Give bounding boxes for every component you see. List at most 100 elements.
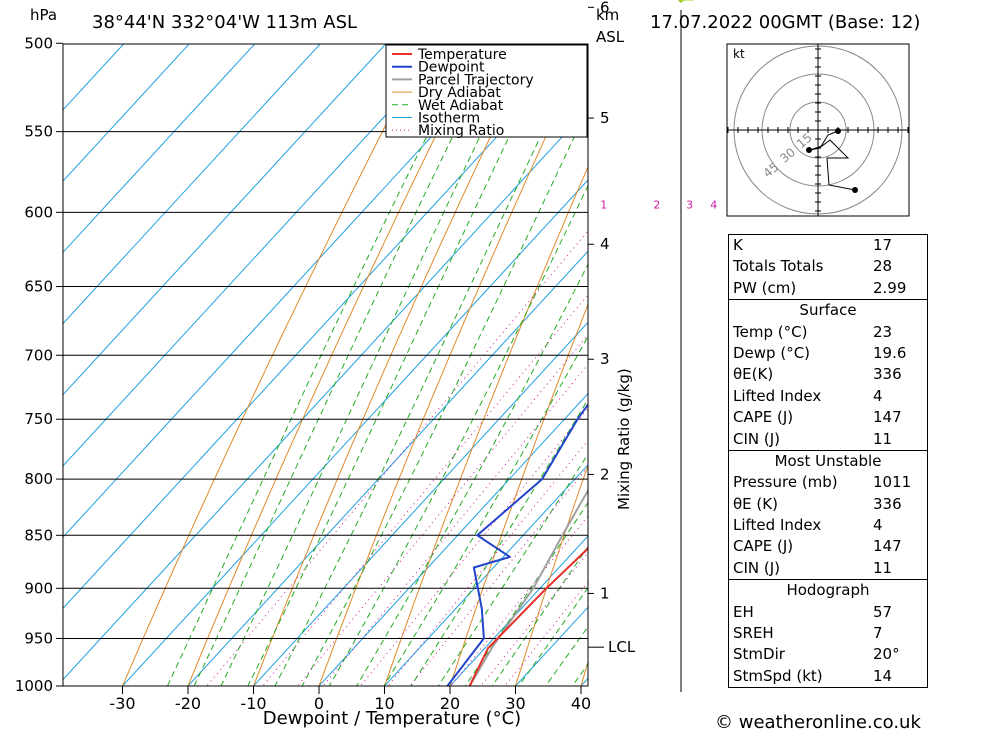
- dewpoint-line: [446, 402, 588, 686]
- row-value: 147: [873, 408, 902, 427]
- temperature-tick-label: -20: [175, 694, 201, 713]
- pressure-tick-label: 550: [24, 123, 53, 141]
- row-label: StmDir: [733, 645, 785, 664]
- legend-label: Mixing Ratio: [418, 123, 504, 139]
- row-label: K: [733, 236, 743, 254]
- most-unstable-row: θE (K) 336: [729, 494, 927, 515]
- row-value: 7: [873, 624, 883, 643]
- hodograph-table-row: SREH 7: [729, 623, 927, 644]
- km-tick-label: 3: [600, 350, 610, 368]
- legend-label: Isotherm: [418, 111, 480, 127]
- parcel-trajectory-line: [468, 488, 588, 686]
- km-axis: 1234567LCL: [588, 0, 636, 656]
- row-label: CAPE (J): [733, 408, 794, 427]
- isotherm-line: [383, 464, 588, 686]
- pressure-tick-label: 500: [24, 34, 53, 52]
- row-value: 28: [873, 257, 893, 276]
- surface-row: θE(K) 336: [729, 364, 927, 385]
- dry-adiabat-line: [449, 303, 588, 686]
- indices-table: K 17 Totals Totals 28 PW (cm) 2.99 Surface Te…: [728, 234, 928, 689]
- location-title: 38°44'N 332°04'W 113m ASL: [92, 12, 357, 33]
- dry-adiabat-line: [252, 44, 536, 686]
- hodograph-table-row: StmDir 20°: [729, 644, 927, 665]
- row-value: 14: [873, 666, 893, 685]
- mixing-ratio-axis-label: Mixing Ratio (g/kg): [615, 368, 633, 510]
- isotherm-line: [318, 392, 588, 686]
- pressure-tick-label: 700: [24, 346, 53, 364]
- mixing-ratio-label: 1: [600, 198, 607, 211]
- pressure-axis: 3003504004505005506006507007508008509009…: [15, 34, 63, 695]
- isotherm-line: [252, 321, 588, 686]
- isotherm-line: [63, 44, 256, 254]
- row-value: 20°: [873, 645, 900, 664]
- pressure-tick-label: 1000: [15, 677, 53, 695]
- row-value: 4: [873, 516, 883, 535]
- temperature-tick-label: 40: [571, 694, 591, 713]
- row-value: 11: [873, 429, 893, 448]
- legend-label: Dry Adiabat: [418, 85, 501, 101]
- datetime-title: 17.07.2022 00GMT (Base: 12): [650, 12, 920, 33]
- row-value: 1011: [873, 473, 912, 492]
- dry-adiabat-line: [318, 44, 588, 686]
- temperature-tick-label: -30: [109, 694, 135, 713]
- row-value: 147: [873, 537, 902, 556]
- pressure-tick-label: 850: [24, 526, 53, 544]
- surface-row: Lifted Index 4: [729, 386, 927, 407]
- pressure-tick-label: 950: [24, 629, 53, 647]
- row-label: CAPE (J): [733, 537, 794, 556]
- row-label: SREH: [733, 624, 774, 643]
- wet-adiabat-line: [193, 44, 499, 686]
- wind-profile: [678, 0, 694, 692]
- hodograph-point: [806, 147, 812, 153]
- mixing-ratio-line: [206, 230, 588, 686]
- row-label: Totals Totals: [733, 257, 824, 276]
- dry-adiabat-line: [121, 44, 428, 686]
- row-value: 57: [873, 602, 893, 621]
- pressure-tick-label: 600: [24, 203, 53, 221]
- hodograph-point: [835, 128, 841, 134]
- surface-row: CAPE (J) 147: [729, 407, 927, 428]
- row-label: Temp (°C): [733, 322, 808, 341]
- dry-adiabat-line: [514, 463, 588, 686]
- wet-adiabat-line: [437, 453, 588, 686]
- legend-label: Temperature: [417, 47, 507, 63]
- wet-adiabat-line: [464, 501, 588, 686]
- row-label: PW (cm): [733, 278, 797, 297]
- legend-label: Dewpoint: [418, 60, 485, 76]
- row-label: CIN (J): [733, 429, 781, 448]
- isotherm-line: [63, 44, 452, 467]
- row-label: Lifted Index: [733, 386, 822, 405]
- hodograph-table-title: Hodograph: [729, 579, 927, 601]
- temperature-tick-label: 10: [374, 694, 394, 713]
- mixing-ratio-label: 4: [710, 198, 717, 211]
- temperature-tick-label: 0: [314, 694, 324, 713]
- dry-adiabat-line: [967, 0, 1000, 731]
- isotherm-line: [187, 250, 588, 686]
- wet-adiabat-line: [383, 335, 588, 686]
- surface-row: Temp (°C) 23: [729, 322, 927, 343]
- lcl-label: LCL: [608, 638, 636, 656]
- wet-adiabat-line: [301, 106, 588, 686]
- row-value: 336: [873, 365, 902, 384]
- footer-credit: © weatheronline.co.uk: [715, 712, 921, 733]
- wet-adiabat-line: [410, 398, 588, 686]
- mixing-ratio-label: 2: [653, 198, 660, 211]
- surface-title: Surface: [729, 299, 927, 321]
- most-unstable-row: CAPE (J) 147: [729, 536, 927, 557]
- mixing-ratio-line: [262, 294, 588, 686]
- isotherm-line: [63, 44, 190, 182]
- row-value: 23: [873, 322, 893, 341]
- row-value: 336: [873, 494, 902, 513]
- km-tick-label: 6: [600, 0, 610, 16]
- row-value: 19.6: [873, 343, 907, 362]
- most-unstable-row: Lifted Index 4: [729, 515, 927, 536]
- row-value: 17: [873, 236, 893, 254]
- mixing-ratio-label: 3: [686, 198, 693, 211]
- hodograph-table-row: EH 57: [729, 602, 927, 623]
- row-value: 4: [873, 386, 883, 405]
- isotherm-line: [63, 44, 321, 325]
